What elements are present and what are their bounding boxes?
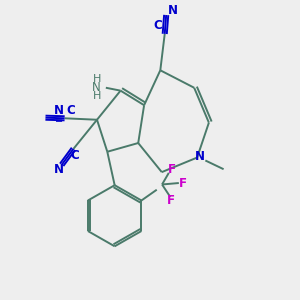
Text: C: C — [66, 104, 75, 117]
Text: N: N — [168, 4, 178, 16]
Text: N: N — [92, 81, 100, 94]
Text: H: H — [93, 92, 101, 101]
Text: ≡: ≡ — [55, 115, 63, 125]
Text: N: N — [54, 104, 64, 117]
Text: F: F — [179, 176, 187, 190]
Text: F: F — [168, 163, 176, 176]
Text: C: C — [154, 19, 163, 32]
Text: F: F — [167, 194, 175, 207]
Text: C: C — [70, 149, 79, 162]
Text: N: N — [54, 163, 64, 176]
Text: N: N — [195, 150, 205, 163]
Text: H: H — [93, 74, 101, 84]
